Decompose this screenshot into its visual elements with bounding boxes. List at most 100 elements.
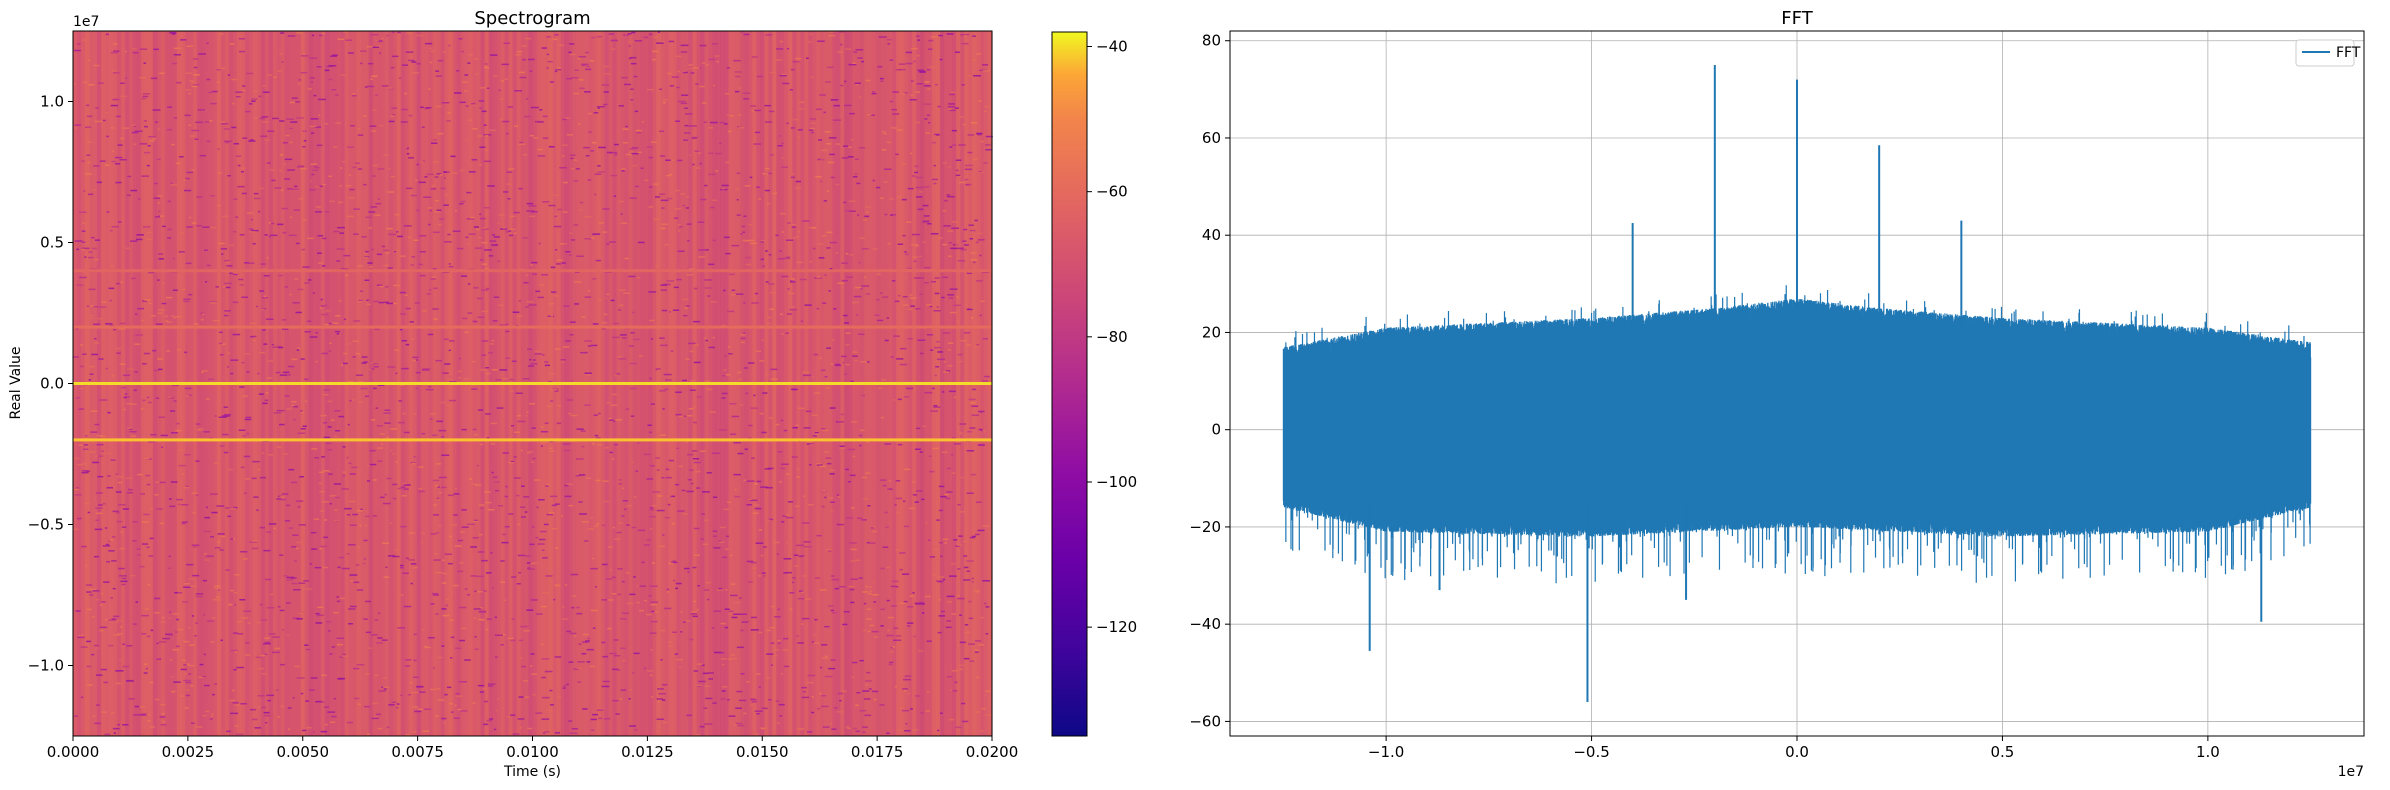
spectrogram-speck xyxy=(979,254,982,257)
spectrogram-speck xyxy=(375,202,381,205)
spectrogram-speck xyxy=(628,275,636,278)
spectrogram-speck xyxy=(405,51,414,53)
spectrogram-speck xyxy=(775,234,779,237)
spectrogram-speck xyxy=(185,177,190,180)
spectrogram-speck xyxy=(903,690,907,692)
spectrogram-speck xyxy=(858,262,861,264)
spectrogram-speck xyxy=(233,538,236,540)
spectrogram-speck xyxy=(692,163,695,166)
spectrogram-speck xyxy=(748,498,752,501)
spectrogram-speck xyxy=(367,262,373,264)
spectrogram-speck xyxy=(745,681,751,683)
spectrogram-speck xyxy=(843,611,850,613)
spectrogram-speck xyxy=(650,603,658,606)
spectrogram-speck xyxy=(704,723,713,725)
spectrogram-speck xyxy=(914,165,919,168)
spectrogram-speck xyxy=(919,191,923,193)
spectrogram-speck xyxy=(584,404,591,406)
spectrogram-speck xyxy=(98,306,106,308)
spectrogram-speck xyxy=(139,565,145,568)
spectrogram-speck xyxy=(101,450,104,452)
spectrogram-speck xyxy=(342,475,345,477)
spectrogram-speck xyxy=(262,85,266,87)
spectrogram-speck xyxy=(549,373,556,375)
spectrogram-speck xyxy=(766,653,774,655)
spectrogram-speck xyxy=(697,152,702,154)
spectrogram-speck xyxy=(99,629,104,632)
spectrogram-x-tick-label: 0.0200 xyxy=(966,743,1019,761)
spectrogram-speck xyxy=(129,431,137,433)
spectrogram-speck xyxy=(167,237,172,239)
spectrogram-speck xyxy=(255,656,262,659)
spectrogram-speck xyxy=(586,648,594,651)
spectrogram-speck xyxy=(486,572,492,574)
spectrogram-speck xyxy=(634,728,639,731)
spectrogram-speck xyxy=(951,227,960,229)
spectrogram-speck xyxy=(876,299,880,301)
spectrogram-speck xyxy=(749,499,758,502)
spectrogram-speck xyxy=(222,433,229,436)
spectrogram-speck xyxy=(675,120,680,122)
spectrogram-speck xyxy=(525,274,529,276)
spectrogram-speck xyxy=(824,496,827,499)
spectrogram-speck xyxy=(656,718,665,720)
spectrogram-speck xyxy=(443,204,449,206)
spectrogram-speck xyxy=(413,359,416,362)
spectrogram-speck xyxy=(752,512,759,514)
spectrogram-speck xyxy=(474,636,477,638)
spectrogram-speck xyxy=(202,579,207,582)
spectrogram-speck xyxy=(636,276,641,279)
spectrogram-speck xyxy=(763,546,767,548)
spectrogram-speck xyxy=(168,611,171,613)
spectrogram-speck xyxy=(87,193,94,196)
spectrogram-speck xyxy=(519,141,524,144)
spectrogram-speck xyxy=(451,524,458,526)
spectrogram-speck xyxy=(218,172,222,174)
spectrogram-speck xyxy=(485,287,490,290)
spectrogram-speck xyxy=(541,426,544,428)
spectrogram-speck xyxy=(476,464,480,467)
spectrogram-speck xyxy=(526,411,529,413)
spectrogram-speck xyxy=(230,589,235,592)
spectrogram-speck xyxy=(169,32,177,34)
spectrogram-speck xyxy=(542,592,549,594)
spectrogram-speck xyxy=(264,714,271,717)
spectrogram-speck xyxy=(105,618,109,621)
spectrogram-speck xyxy=(105,543,110,546)
spectrogram-speck xyxy=(712,84,715,87)
spectrogram-speck xyxy=(408,59,415,62)
spectrogram-speck xyxy=(647,670,653,672)
spectrogram-speck xyxy=(708,173,716,176)
spectrogram-speck xyxy=(341,567,350,570)
spectrogram-speck xyxy=(653,218,660,221)
spectrogram-speck xyxy=(903,678,912,681)
spectrogram-speck xyxy=(301,55,309,57)
spectrogram-speck xyxy=(105,33,109,36)
spectrogram-speck xyxy=(751,457,755,459)
spectrogram-speck xyxy=(786,47,790,50)
spectrogram-speck xyxy=(826,190,829,192)
spectrogram-speck xyxy=(238,429,246,431)
spectrogram-speck xyxy=(141,97,146,100)
spectrogram-speck xyxy=(175,592,183,594)
spectrogram-speck xyxy=(633,338,640,341)
spectrogram-speck xyxy=(564,117,571,119)
spectrogram-speck xyxy=(310,81,314,83)
spectrogram-speck xyxy=(596,35,602,38)
spectrogram-speck xyxy=(915,308,921,310)
spectrogram-speck xyxy=(83,444,89,446)
spectrogram-speck xyxy=(506,132,509,135)
spectrogram-speck xyxy=(136,554,141,556)
spectrogram-speck xyxy=(88,588,96,590)
spectrogram-speck xyxy=(347,146,354,148)
spectrogram-speck xyxy=(357,134,364,136)
spectrogram-speck xyxy=(296,547,299,550)
spectrogram-speck xyxy=(919,71,926,73)
spectrogram-speck xyxy=(267,360,274,362)
spectrogram-speck xyxy=(254,117,260,119)
spectrogram-speck xyxy=(689,154,692,157)
spectrogram-speck xyxy=(303,53,306,55)
spectrogram-speck xyxy=(617,309,622,311)
spectrogram-speck xyxy=(970,402,976,404)
spectrogram-speck xyxy=(217,148,220,150)
